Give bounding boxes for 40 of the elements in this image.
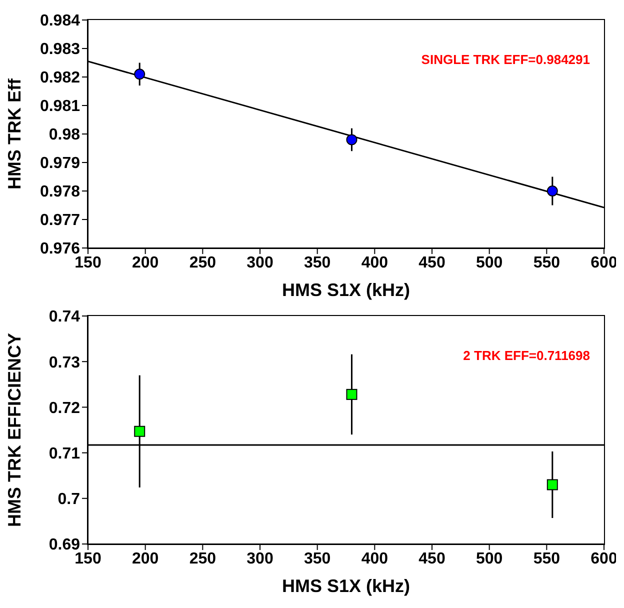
annotation: 2 TRK EFF=0.711698 bbox=[463, 348, 590, 363]
y-tick-label: 0.98 bbox=[48, 126, 80, 144]
x-tick-label: 500 bbox=[476, 254, 503, 272]
x-tick-label: 350 bbox=[304, 550, 331, 568]
y-tick-label: 0.979 bbox=[40, 155, 80, 172]
x-tick-label: 200 bbox=[132, 550, 159, 568]
y-tick-label: 0.73 bbox=[48, 354, 80, 372]
x-tick-label: 300 bbox=[246, 254, 274, 272]
y-tick-label: 0.978 bbox=[40, 184, 80, 201]
y-tick-label: 0.74 bbox=[48, 308, 80, 326]
y-tick-label: 0.983 bbox=[40, 41, 80, 58]
y-tick-label: 0.984 bbox=[40, 12, 80, 30]
x-tick-label: 300 bbox=[246, 550, 274, 568]
point bbox=[546, 186, 558, 196]
x-axis-title: HMS S1X (kHz) bbox=[282, 576, 410, 596]
point bbox=[134, 68, 146, 80]
x-tick-label: 450 bbox=[418, 254, 446, 272]
x-tick-label: 450 bbox=[418, 550, 446, 568]
point bbox=[134, 426, 146, 437]
y-tick-label: 0.72 bbox=[48, 400, 80, 417]
point bbox=[346, 134, 358, 146]
annotation: SINGLE TRK EFF=0.984291 bbox=[421, 52, 590, 67]
x-tick-label: 550 bbox=[533, 550, 560, 568]
x-tick-label: 250 bbox=[189, 550, 216, 568]
y-tick-label: 0.981 bbox=[40, 98, 80, 116]
x-tick-label: 200 bbox=[132, 254, 159, 272]
x-tick-label: 350 bbox=[304, 254, 331, 272]
x-tick-label: 400 bbox=[361, 550, 388, 568]
y-tick-label: 0.982 bbox=[40, 70, 80, 87]
y-tick-label: 0.977 bbox=[40, 212, 80, 230]
x-tick-label: 400 bbox=[361, 254, 388, 272]
point bbox=[546, 479, 558, 490]
x-tick-label: 500 bbox=[476, 550, 503, 568]
x-tick-label: 550 bbox=[533, 254, 560, 272]
point bbox=[346, 388, 358, 400]
y-tick-label: 0.7 bbox=[58, 491, 80, 508]
x-tick-label: 250 bbox=[189, 254, 216, 272]
x-axis-title: HMS S1X (kHz) bbox=[282, 280, 410, 300]
y-axis-title: HMS TRK EFFICIENCY bbox=[4, 332, 24, 528]
y-tick-label: 0.71 bbox=[48, 445, 80, 462]
